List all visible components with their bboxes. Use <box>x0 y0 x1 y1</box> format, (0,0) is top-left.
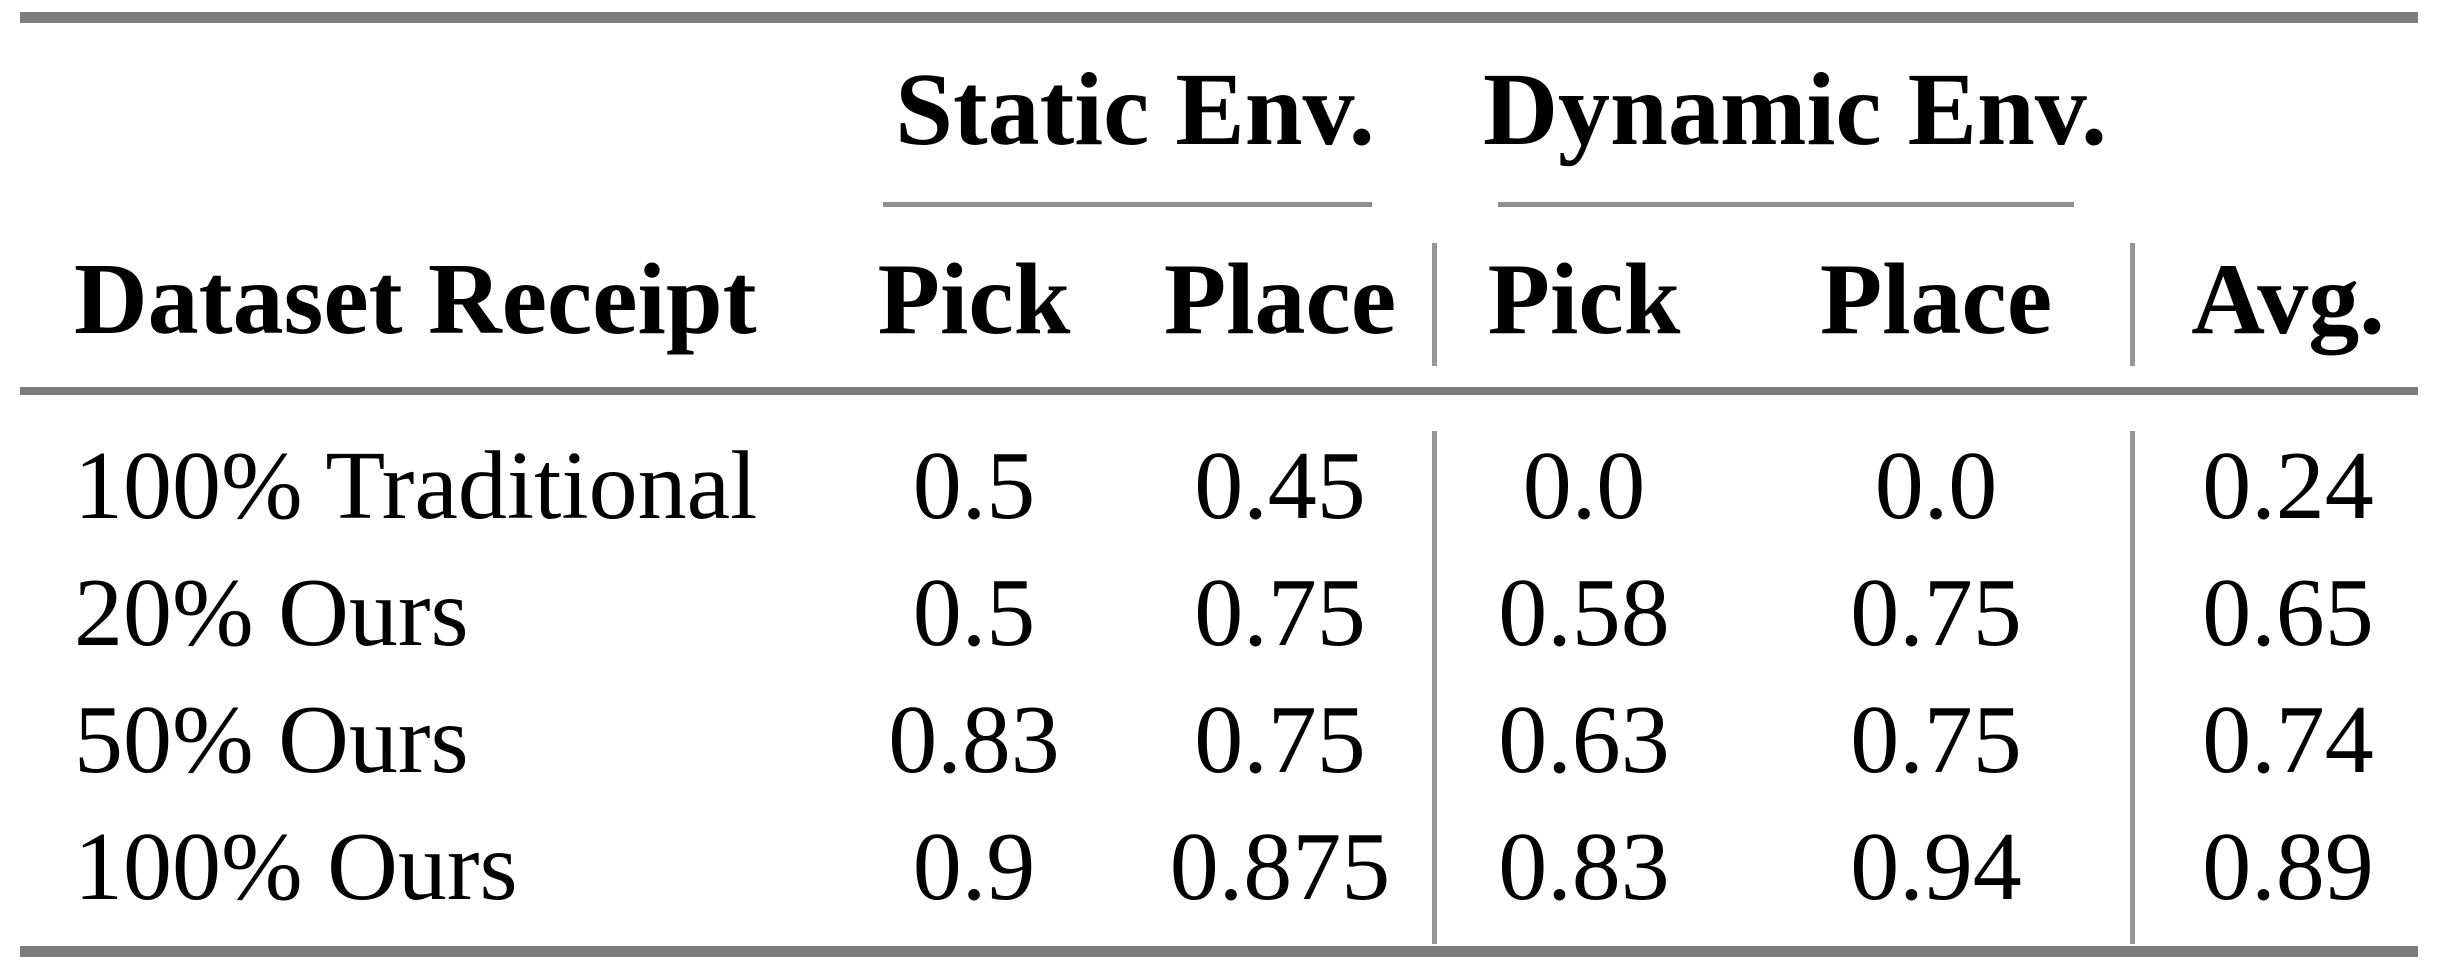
cell-static-pick: 0.83 <box>888 686 1060 794</box>
column-header-dynamic-place: Place <box>1819 243 2053 356</box>
cell-avg: 0.24 <box>2202 432 2374 540</box>
cell-avg: 0.65 <box>2202 559 2374 667</box>
cell-static-pick: 0.9 <box>912 813 1036 921</box>
vertical-separator-dynamic-avg-body <box>2130 431 2135 944</box>
vertical-separator-static-dynamic-header <box>1432 243 1437 366</box>
header-rule <box>20 387 2418 395</box>
cell-dynamic-pick: 0.0 <box>1522 432 1646 540</box>
cell-static-place: 0.45 <box>1194 432 1366 540</box>
column-header-static-pick: Pick <box>877 243 1071 356</box>
cell-dynamic-pick: 0.63 <box>1498 686 1670 794</box>
column-group-dynamic-env: Dynamic Env. <box>1482 52 2108 167</box>
vertical-separator-dynamic-avg-header <box>2130 243 2135 366</box>
cell-static-place: 0.875 <box>1169 813 1391 921</box>
cell-dynamic-place: 0.0 <box>1874 432 1998 540</box>
cell-static-pick: 0.5 <box>912 559 1036 667</box>
column-header-dataset-receipt: Dataset Receipt <box>74 243 757 356</box>
column-group-static-env: Static Env. <box>895 52 1375 167</box>
row-label: 50% Ours <box>74 686 469 794</box>
cell-static-pick: 0.5 <box>912 432 1036 540</box>
cell-avg: 0.74 <box>2202 686 2374 794</box>
cell-static-place: 0.75 <box>1194 686 1366 794</box>
cell-dynamic-place: 0.75 <box>1850 559 2022 667</box>
cell-dynamic-pick: 0.58 <box>1498 559 1670 667</box>
static-group-cmidrule <box>883 202 1372 207</box>
cell-dynamic-pick: 0.83 <box>1498 813 1670 921</box>
top-rule <box>20 12 2418 23</box>
cell-dynamic-place: 0.75 <box>1850 686 2022 794</box>
dynamic-group-cmidrule <box>1498 202 2074 207</box>
row-label: 100% Traditional <box>74 432 758 540</box>
column-header-static-place: Place <box>1163 243 1397 356</box>
cell-dynamic-place: 0.94 <box>1850 813 2022 921</box>
bottom-rule <box>20 946 2418 957</box>
row-label: 100% Ours <box>74 813 518 921</box>
cell-static-place: 0.75 <box>1194 559 1366 667</box>
column-header-dynamic-pick: Pick <box>1487 243 1681 356</box>
cell-avg: 0.89 <box>2202 813 2374 921</box>
row-label: 20% Ours <box>74 559 469 667</box>
column-header-avg: Avg. <box>2191 243 2385 356</box>
vertical-separator-static-dynamic-body <box>1432 431 1437 944</box>
